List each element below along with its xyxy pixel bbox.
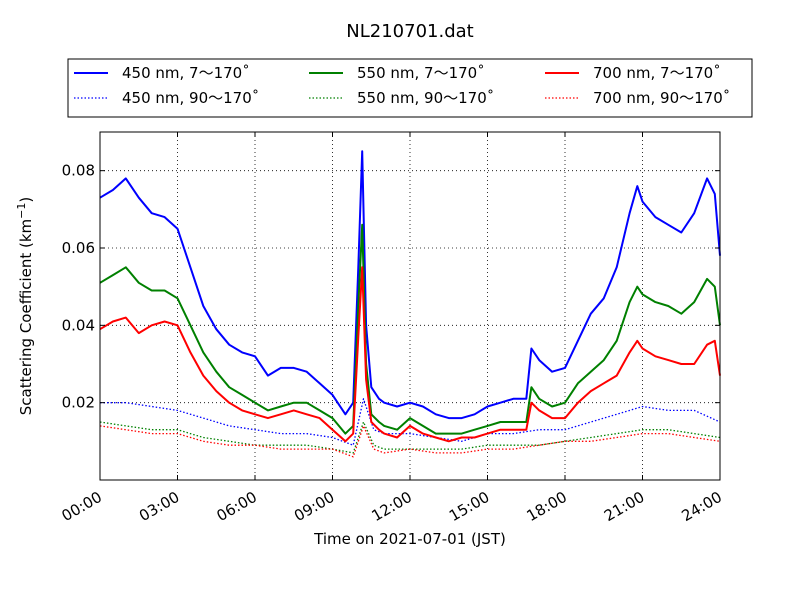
legend-label-1: 550 nm, 7～170˚ bbox=[357, 64, 485, 82]
series-group bbox=[99, 150, 721, 458]
legend-label-0: 450 nm, 7～170˚ bbox=[122, 64, 250, 82]
plot-area: 00:00 03:00 06:00 09:00 12:00 15:00 18:00 21:00… bbox=[59, 131, 725, 525]
y-tick-label: 0.06 bbox=[62, 239, 95, 257]
legend: 450 nm, 7～170˚ 550 nm, 7～170˚ 700 nm, 7～17… bbox=[67, 58, 753, 118]
y-tick-label: 0.02 bbox=[62, 394, 95, 412]
y-axis-label-close: ) bbox=[17, 197, 35, 203]
chart-title: NL210701.dat bbox=[346, 21, 473, 42]
series-line-3 bbox=[100, 398, 721, 446]
y-tick-label: 0.04 bbox=[62, 316, 95, 334]
series-line-5 bbox=[99, 425, 721, 458]
x-tick-label: 15:00 bbox=[446, 488, 492, 525]
y-axis-label-main: Scattering Coefficient (km bbox=[17, 219, 35, 415]
series-line-0 bbox=[99, 150, 721, 420]
y-axis-label: Scattering Coefficient (km−1) bbox=[15, 197, 35, 416]
x-tick-label: 24:00 bbox=[679, 488, 725, 525]
x-tick-label: 09:00 bbox=[291, 488, 337, 525]
legend-label-3: 450 nm, 90～170˚ bbox=[122, 89, 259, 107]
series-line-2 bbox=[99, 266, 721, 443]
x-tick-label: 03:00 bbox=[136, 488, 182, 525]
x-tick-label: 21:00 bbox=[601, 488, 647, 525]
x-axis-label: Time on 2021-07-01 (JST) bbox=[313, 530, 506, 548]
x-tick-label: 00:00 bbox=[59, 488, 105, 525]
x-tick-label: 18:00 bbox=[524, 488, 570, 525]
axis-ticks: 00:00 03:00 06:00 09:00 12:00 15:00 18:00 21:00… bbox=[59, 132, 725, 525]
legend-label-2: 700 nm, 7～170˚ bbox=[593, 64, 721, 82]
y-axis-label-sup: −1 bbox=[15, 203, 28, 219]
legend-label-5: 700 nm, 90～170˚ bbox=[593, 89, 730, 107]
legend-label-4: 550 nm, 90～170˚ bbox=[357, 89, 494, 107]
series-line-1 bbox=[99, 223, 721, 435]
x-tick-label: 12:00 bbox=[369, 488, 415, 525]
legend-box bbox=[67, 58, 753, 118]
x-tick-label: 06:00 bbox=[214, 488, 260, 525]
grid bbox=[100, 132, 720, 480]
y-tick-label: 0.08 bbox=[62, 162, 95, 180]
series-line-4 bbox=[99, 421, 721, 454]
